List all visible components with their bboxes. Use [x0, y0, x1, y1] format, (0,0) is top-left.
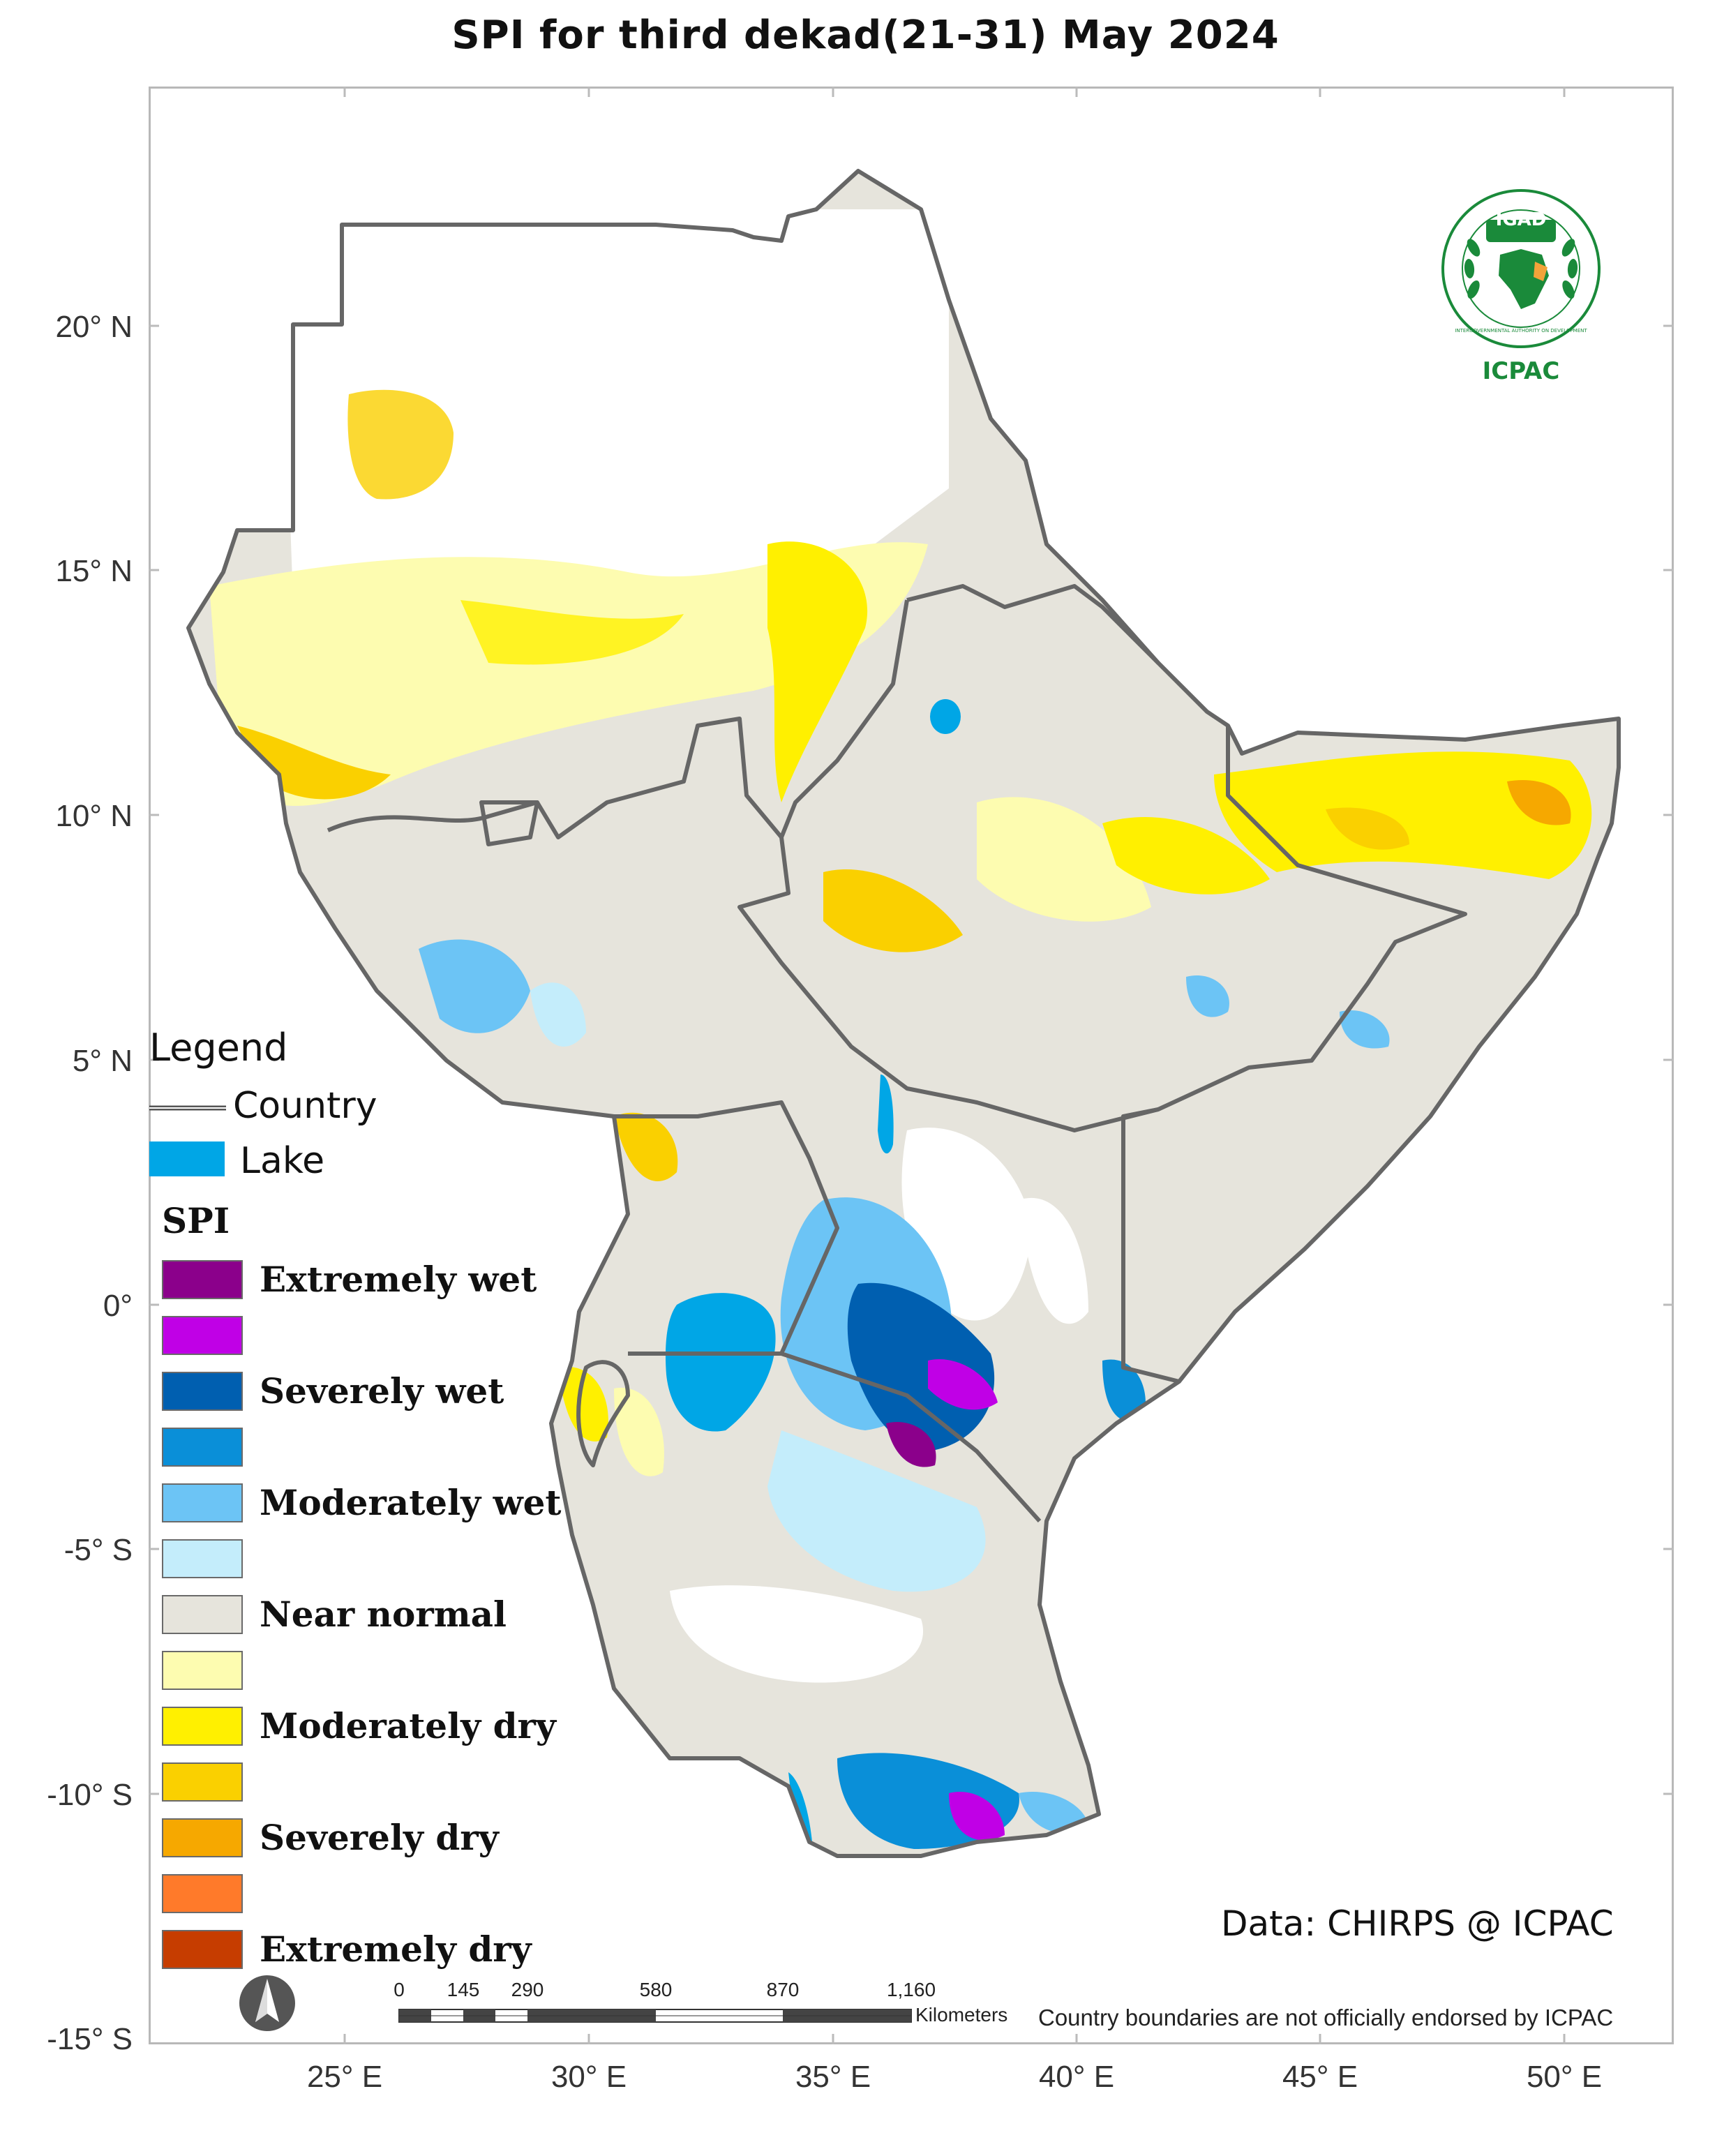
scale-tick-label: 1,160 [886, 1979, 936, 2000]
scale-tick-label: 290 [511, 1979, 544, 2000]
spi-swatch [162, 1428, 243, 1467]
spi-legend-row: Moderately wet [162, 1483, 580, 1525]
lat-tick-label: 0° [103, 1289, 133, 1323]
spi-legend-row: Extremely dry [162, 1930, 580, 1972]
spi-legend-row [162, 1428, 580, 1469]
spi-label: Moderately dry [260, 1705, 556, 1746]
lon-tick-label: 45° E [1282, 2060, 1358, 2094]
legend-title: Legend [149, 1026, 288, 1070]
spi-swatch [162, 1762, 243, 1802]
scale-bar [398, 2009, 912, 2023]
spi-swatch [162, 1707, 243, 1746]
spi-swatch [162, 1372, 243, 1411]
lat-tick-label: -5° S [63, 1533, 133, 1567]
spi-legend-row [162, 1539, 580, 1581]
lon-tick-label: 35° E [795, 2060, 871, 2094]
legend-lake-label: Lake [240, 1140, 325, 1182]
scale-unit: Kilometers [915, 2004, 1008, 2026]
spi-swatch [162, 1260, 243, 1299]
spi-legend-row [162, 1762, 580, 1804]
spi-swatch [162, 1483, 243, 1522]
logo-org-short: IGAD [1495, 209, 1547, 230]
spi-legend-row [162, 1651, 580, 1693]
scale-tick-label: 0 [394, 1979, 405, 2000]
spi-legend-row: Severely dry [162, 1818, 580, 1860]
scale-tick-label: 145 [447, 1979, 480, 2000]
lon-tick-label: 50° E [1526, 2060, 1603, 2094]
lat-tick-label: 10° N [55, 799, 133, 833]
spi-label: Severely wet [260, 1370, 504, 1412]
lat-tick-label: -10° S [47, 1778, 133, 1812]
spi-label: Extremely wet [260, 1259, 537, 1300]
data-credit: Data: CHIRPS @ ICPAC [1221, 1903, 1614, 1944]
north-arrow-icon [239, 1975, 295, 2031]
spi-swatch [162, 1539, 243, 1578]
spi-swatch [162, 1930, 243, 1969]
spi-swatch [162, 1316, 243, 1355]
spi-label: Near normal [260, 1594, 507, 1635]
spi-legend-row [162, 1874, 580, 1916]
spi-heading: SPI [162, 1200, 230, 1241]
legend-lake-swatch [149, 1141, 225, 1176]
logo-center-name: ICPAC [1482, 357, 1560, 385]
lat-tick-label: 15° N [55, 554, 133, 588]
spi-swatch [162, 1651, 243, 1690]
spi-legend-row: Severely wet [162, 1372, 580, 1414]
legend-country-label: Country [233, 1085, 377, 1127]
spi-label: Severely dry [260, 1817, 499, 1858]
lat-tick-label: -15° S [47, 2022, 133, 2056]
spi-swatch [162, 1818, 243, 1857]
scale-tick-label: 870 [766, 1979, 800, 2000]
spi-legend-row [162, 1316, 580, 1358]
scale-tick-label: 580 [639, 1979, 673, 2000]
lat-tick-label: 5° N [72, 1044, 133, 1078]
lon-tick-label: 30° E [550, 2060, 627, 2094]
spi-swatch [162, 1874, 243, 1913]
lon-tick-label: 40° E [1038, 2060, 1115, 2094]
lon-tick-label: 25° E [306, 2060, 383, 2094]
igad-logo-icon [1441, 189, 1601, 348]
spi-label: Extremely dry [260, 1929, 532, 1970]
lat-tick-label: 20° N [55, 310, 133, 344]
spi-swatch [162, 1595, 243, 1634]
spi-legend-row: Extremely wet [162, 1260, 580, 1302]
map-title: SPI for third dekad(21-31) May 2024 [451, 13, 1280, 58]
spi-legend-row: Moderately dry [162, 1707, 580, 1749]
spi-legend-row: Near normal [162, 1595, 580, 1637]
spi-label: Moderately wet [260, 1482, 562, 1523]
boundary-disclaimer: Country boundaries are not officially en… [1038, 2005, 1614, 2030]
logo-ring-text: INTERGOVERNMENTAL AUTHORITY ON DEVELOPME… [1455, 328, 1587, 334]
